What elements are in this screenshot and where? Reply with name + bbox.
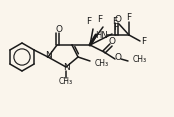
Text: F: F: [126, 13, 132, 22]
Text: CH₃: CH₃: [95, 58, 109, 68]
Text: O: O: [114, 15, 121, 24]
Text: O: O: [109, 38, 116, 46]
Text: CH₃: CH₃: [133, 55, 147, 64]
Text: F: F: [141, 37, 147, 46]
Text: F: F: [113, 22, 118, 31]
Text: F: F: [86, 16, 92, 26]
Text: F: F: [97, 15, 102, 24]
Text: O: O: [56, 24, 62, 33]
Text: F: F: [112, 16, 118, 26]
Text: N: N: [63, 64, 69, 73]
Text: HN: HN: [96, 31, 108, 40]
Text: CH₃: CH₃: [59, 77, 73, 86]
Text: N: N: [45, 51, 51, 60]
Text: O: O: [114, 53, 121, 62]
